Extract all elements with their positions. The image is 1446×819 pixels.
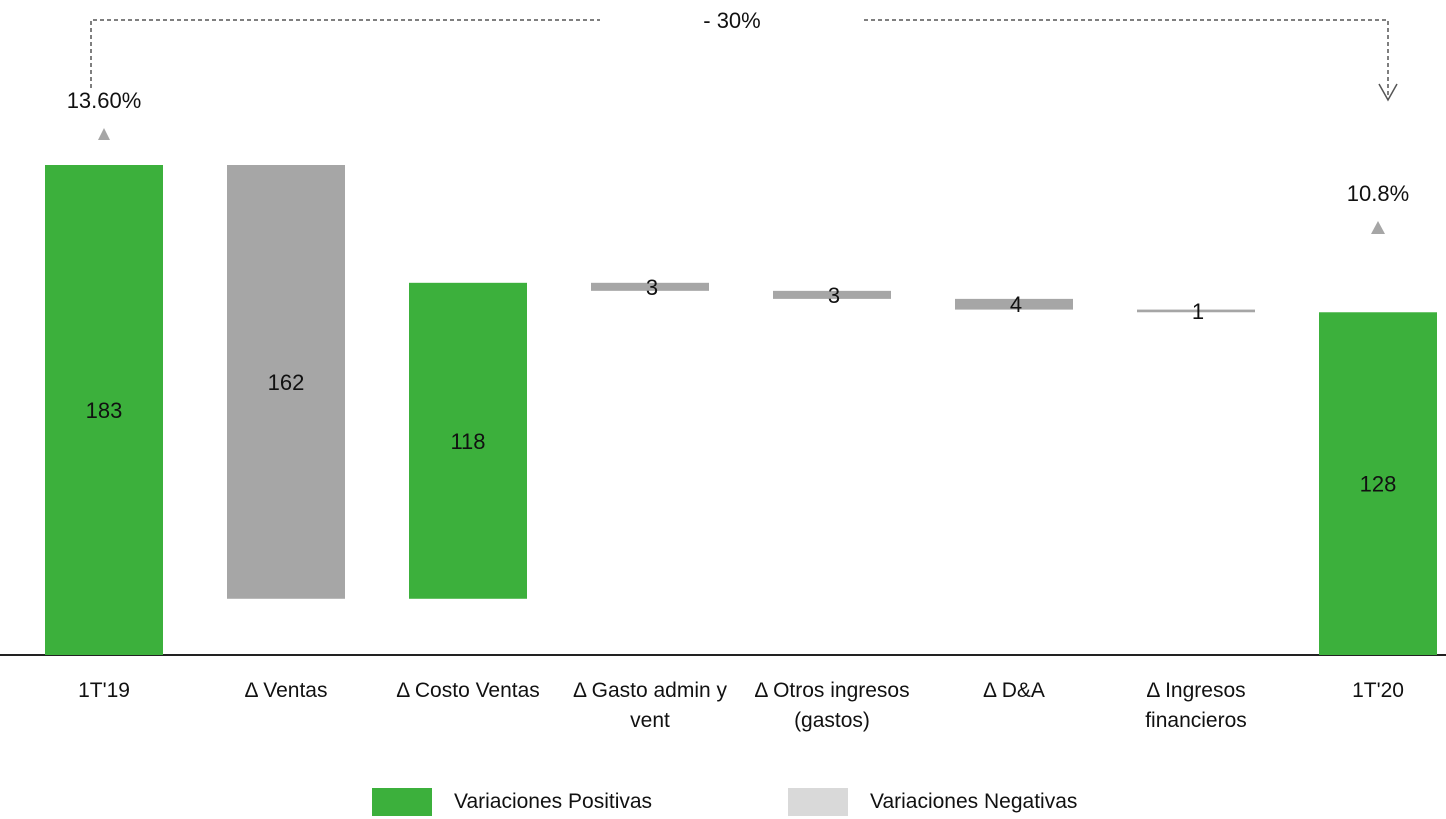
change-label: - 30%	[703, 8, 760, 33]
bar-3	[591, 282, 709, 291]
x-tick-label-2-0: Δ Costo Ventas	[396, 679, 540, 702]
legend-item-positive: Variaciones Positivas	[372, 787, 652, 817]
legend-swatch-positive	[372, 788, 432, 816]
bar-1	[227, 165, 345, 599]
x-tick-label-4-0: Δ Otros ingresos	[754, 679, 909, 702]
bracket-arrowhead	[1378, 83, 1398, 102]
bar-0	[45, 165, 163, 655]
margin-label-start: 13.60%	[67, 88, 142, 113]
data-label-1: 162	[268, 370, 305, 395]
legend-label-negative: Variaciones Negativas	[870, 790, 1078, 813]
x-tick-label-4-1: (gastos)	[794, 709, 870, 732]
data-label-5: 4	[1010, 292, 1022, 317]
bar-4	[773, 290, 891, 299]
x-tick-label-3-0: Δ Gasto admin y	[573, 679, 728, 702]
x-tick-label-5-0: Δ D&A	[983, 679, 1045, 702]
bar-7	[1319, 312, 1437, 655]
data-label-2: 118	[450, 429, 485, 454]
legend-swatch-negative	[788, 788, 848, 816]
x-tick-label-3-1: vent	[630, 709, 670, 732]
legend-item-negative: Variaciones Negativas	[788, 787, 1077, 817]
data-label-0: 183	[86, 398, 123, 423]
data-label-3: 3	[646, 275, 658, 300]
bar-5	[955, 298, 1073, 310]
bar-2	[409, 282, 527, 599]
bracket-right	[864, 19, 1389, 99]
margin-arrow-end	[1371, 221, 1385, 234]
margin-arrow-start	[98, 128, 110, 140]
x-tick-label-1-0: Δ Ventas	[245, 679, 328, 702]
data-label-6: 1	[1192, 299, 1204, 324]
x-tick-label-6-0: Δ Ingresos	[1146, 679, 1245, 702]
margin-label-end: 10.8%	[1347, 181, 1409, 206]
legend-label-positive: Variaciones Positivas	[454, 790, 653, 813]
x-tick-label-7-0: 1T'20	[1352, 679, 1404, 702]
bar-6	[1137, 309, 1255, 313]
x-tick-label-6-1: financieros	[1145, 709, 1247, 732]
x-tick-label-0-0: 1T'19	[78, 679, 130, 702]
bracket-left	[90, 19, 600, 88]
data-label-7: 128	[1360, 472, 1397, 497]
data-label-4: 3	[828, 283, 840, 308]
